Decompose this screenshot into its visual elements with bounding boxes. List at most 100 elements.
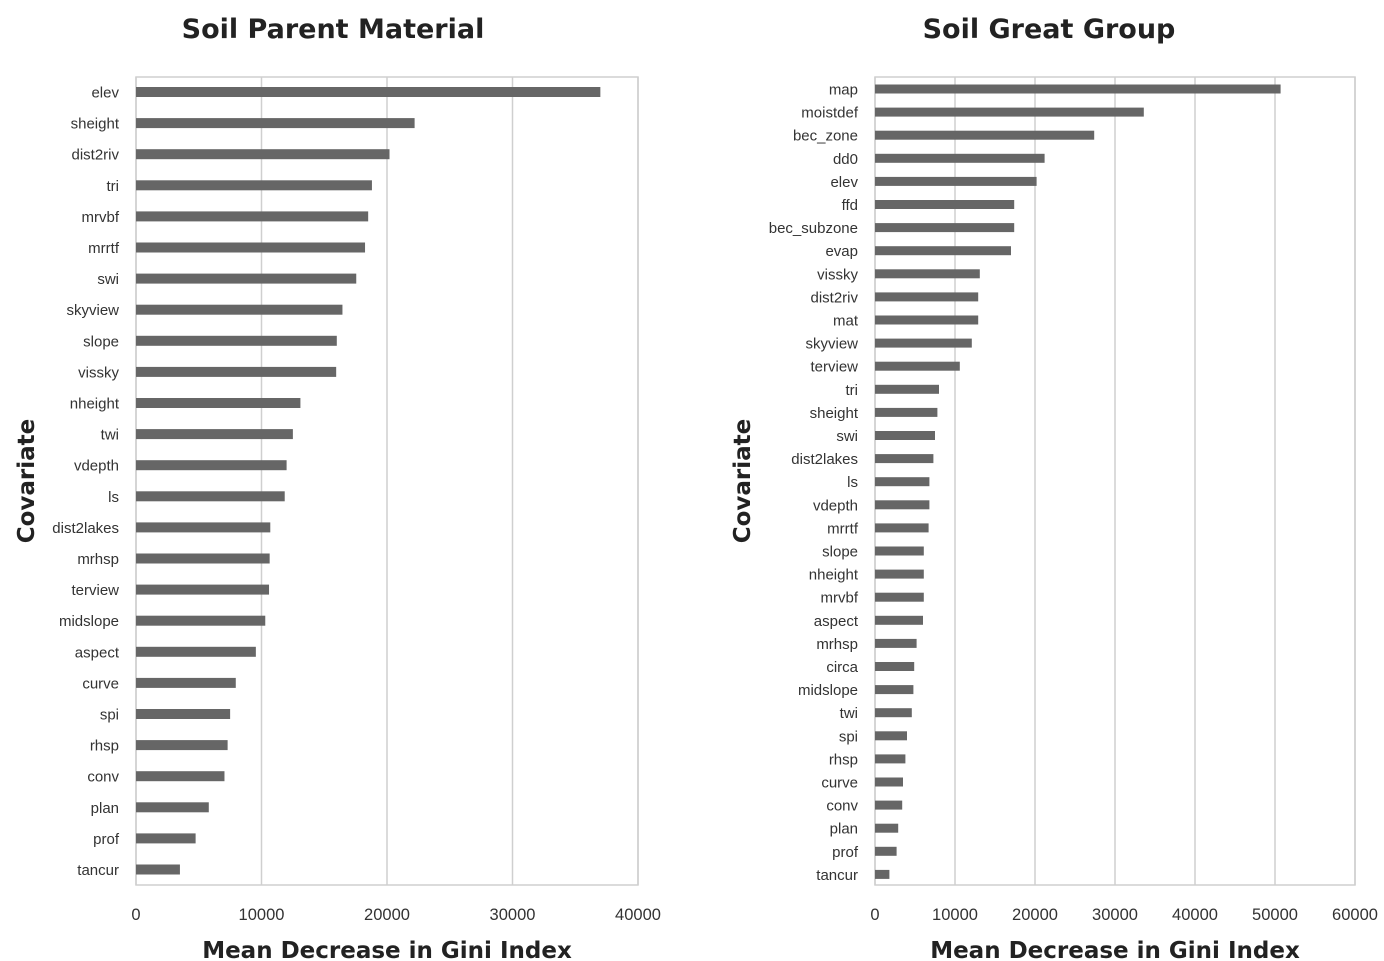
bar: [136, 709, 231, 719]
category-label: skyview: [66, 302, 119, 319]
category-label: vdepth: [74, 458, 119, 475]
bar: [875, 477, 930, 487]
category-label: bec_zone: [793, 128, 858, 145]
x-axis-label: Mean Decrease in Gini Index: [202, 938, 572, 961]
x-tick-label: 30000: [490, 906, 536, 924]
category-label: bec_subzone: [769, 220, 858, 237]
bar: [136, 242, 366, 253]
category-label: mrvbf: [821, 590, 859, 607]
bar: [136, 429, 293, 440]
category-label: curve: [821, 775, 858, 792]
category-label: spi: [839, 728, 858, 745]
bar: [136, 584, 270, 595]
category-label: vissky: [817, 266, 858, 283]
bar: [875, 315, 979, 325]
plot-area: 0 10000 20000 30000 40000 elev sheight dist2riv…: [52, 76, 661, 924]
category-label: conv: [87, 769, 119, 786]
category-label: prof: [832, 844, 859, 861]
bar: [875, 592, 924, 602]
bar: [136, 771, 225, 782]
bar: [875, 223, 1015, 233]
category-label: mrrtf: [827, 520, 859, 537]
bar: [136, 522, 271, 533]
category-label: swi: [836, 428, 858, 445]
x-tick-label: 0: [870, 906, 879, 924]
bar: [136, 211, 369, 222]
category-label: conv: [826, 798, 858, 815]
x-tick-label: 10000: [239, 906, 285, 924]
category-label: mrhsp: [77, 551, 119, 568]
category-label: mat: [833, 313, 859, 330]
category-label: midslope: [59, 613, 119, 630]
x-tick-label: 40000: [1172, 906, 1218, 924]
plot-frame: [135, 76, 639, 886]
x-tick-label: 10000: [932, 906, 978, 924]
chart-title: Soil Parent Material: [182, 14, 485, 45]
bar: [136, 118, 415, 129]
category-label: rhsp: [90, 738, 119, 755]
category-label: midslope: [798, 682, 858, 699]
bar: [136, 149, 390, 160]
category-label: circa: [826, 659, 858, 676]
category-label: tri: [107, 178, 120, 195]
bar: [136, 304, 343, 315]
bar: [136, 802, 209, 813]
bar: [875, 292, 979, 302]
bar: [875, 846, 897, 856]
bar: [875, 869, 890, 879]
category-label: slope: [822, 544, 858, 561]
bar: [136, 615, 266, 626]
category-label: skyview: [805, 336, 858, 353]
bar: [136, 87, 601, 97]
x-tick-label: 50000: [1252, 906, 1298, 924]
bar: [136, 740, 228, 751]
bar: [136, 864, 180, 875]
bar: [875, 546, 924, 556]
bar: [875, 338, 972, 348]
category-label: aspect: [814, 613, 859, 630]
bar: [875, 246, 1011, 256]
bar: [875, 823, 899, 833]
bar: [875, 754, 906, 764]
bar: [875, 800, 903, 810]
y-axis-label: Covariate: [14, 419, 40, 544]
category-label: moistdef: [801, 105, 859, 122]
chart-soil-parent-material: Soil Parent Material Covariate Mean Decr…: [14, 14, 661, 961]
category-label: plan: [91, 800, 119, 817]
bar: [875, 500, 930, 510]
x-tick-label: 20000: [1012, 906, 1058, 924]
bar: [875, 685, 914, 695]
category-label: nheight: [809, 567, 859, 584]
bar: [875, 431, 935, 440]
category-label: nheight: [70, 396, 120, 413]
category-label: plan: [830, 821, 858, 838]
category-label: slope: [83, 333, 119, 350]
bar: [875, 200, 1015, 209]
x-tick-label: 30000: [1092, 906, 1138, 924]
x-tick-label: 0: [131, 906, 140, 924]
bar: [136, 460, 287, 471]
category-label: aspect: [75, 644, 120, 661]
x-axis-label: Mean Decrease in Gini Index: [930, 938, 1300, 961]
category-label: dist2riv: [810, 289, 858, 306]
category-label: tancur: [816, 867, 858, 884]
bar: [136, 553, 270, 564]
category-label: twi: [101, 427, 119, 444]
bar: [875, 84, 1281, 94]
bar: [875, 615, 923, 625]
category-label: dist2lakes: [52, 520, 119, 537]
category-label: vdepth: [813, 497, 858, 514]
bar: [136, 335, 337, 346]
x-tick-label: 20000: [364, 906, 410, 924]
category-label: evap: [825, 243, 858, 260]
plot-area: 0 10000 20000 30000 40000 50000 60000 map moistd…: [769, 76, 1378, 924]
bar: [136, 398, 301, 408]
category-label: dist2lakes: [791, 451, 858, 468]
category-label: terview: [810, 359, 858, 376]
bar: [875, 153, 1045, 163]
category-label: sheight: [71, 116, 120, 133]
category-label: vissky: [78, 364, 119, 381]
bar: [136, 366, 337, 377]
category-label: mrhsp: [816, 636, 858, 653]
